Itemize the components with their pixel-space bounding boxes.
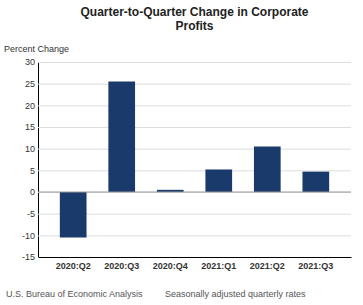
x-tick-label: 2021:Q1 <box>201 261 236 271</box>
bars <box>60 82 329 238</box>
grid-line <box>38 105 351 106</box>
x-tick-label: 2020:Q3 <box>104 261 139 271</box>
footnote: U.S. Bureau of Economic Analysis <box>6 289 143 299</box>
x-tick-label: 2021:Q2 <box>250 261 285 271</box>
x-tick: 2020:Q4 <box>153 257 188 271</box>
y-axis-title: Percent Change <box>4 44 69 54</box>
bar <box>60 192 87 238</box>
x-tick: 2020:Q3 <box>104 257 139 271</box>
y-tick-label: 25 <box>25 79 35 89</box>
y-tick-label: 10 <box>25 144 35 154</box>
plot-area: -15-10-50510152025302020:Q22020:Q32020:Q… <box>22 57 352 271</box>
x-axis: 2020:Q2 2020:Q3 2020:Q4 2021:Q1 2021:Q2 2021:… <box>39 257 352 271</box>
x-tick: 2021:Q2 <box>250 257 285 271</box>
bar <box>205 169 232 192</box>
y-axis-line <box>39 63 352 258</box>
bar <box>254 147 281 193</box>
y-tick-label: -10 <box>22 231 35 241</box>
y-axis: -15 -10 -5 0 5 10 15 20 25 30 <box>22 57 351 262</box>
x-tick: 2020:Q2 <box>56 257 91 271</box>
grid-line <box>38 62 351 63</box>
x-tick-label: 2020:Q4 <box>153 261 188 271</box>
grid-line <box>38 257 351 258</box>
x-tick-label: 2021:Q3 <box>298 261 333 271</box>
grid-line <box>38 149 351 150</box>
y-tick-label: -5 <box>27 209 35 219</box>
x-axis-line <box>39 257 352 258</box>
grid-line <box>38 84 351 85</box>
y-tick: 20 <box>25 101 351 111</box>
y-tick: 15 <box>25 122 351 132</box>
bar <box>108 82 135 193</box>
grid-line <box>38 127 351 128</box>
title: Quarter-to-Quarter Change in CorporatePr… <box>80 5 308 33</box>
y-tick-label: -15 <box>22 252 35 262</box>
x-tick-label: 2020:Q2 <box>56 261 91 271</box>
bar <box>302 172 329 192</box>
y-tick-label: 30 <box>25 57 35 67</box>
chart: -15-10-50510152025302020:Q22020:Q32020:Q… <box>0 0 363 305</box>
y-tick-label: 15 <box>25 122 35 132</box>
y-tick: 25 <box>25 79 351 89</box>
y-tick-label: 20 <box>25 101 35 111</box>
zero-line <box>38 192 351 193</box>
y-tick-label: 0 <box>30 187 35 197</box>
footnote: Seasonally adjusted quarterly rates <box>165 289 306 299</box>
y-tick-label: 5 <box>30 166 35 176</box>
x-tick: 2021:Q3 <box>298 257 333 271</box>
grid-line <box>38 170 351 171</box>
x-tick: 2021:Q1 <box>201 257 236 271</box>
y-tick: 30 <box>25 57 351 67</box>
y-tick: 10 <box>25 144 351 154</box>
